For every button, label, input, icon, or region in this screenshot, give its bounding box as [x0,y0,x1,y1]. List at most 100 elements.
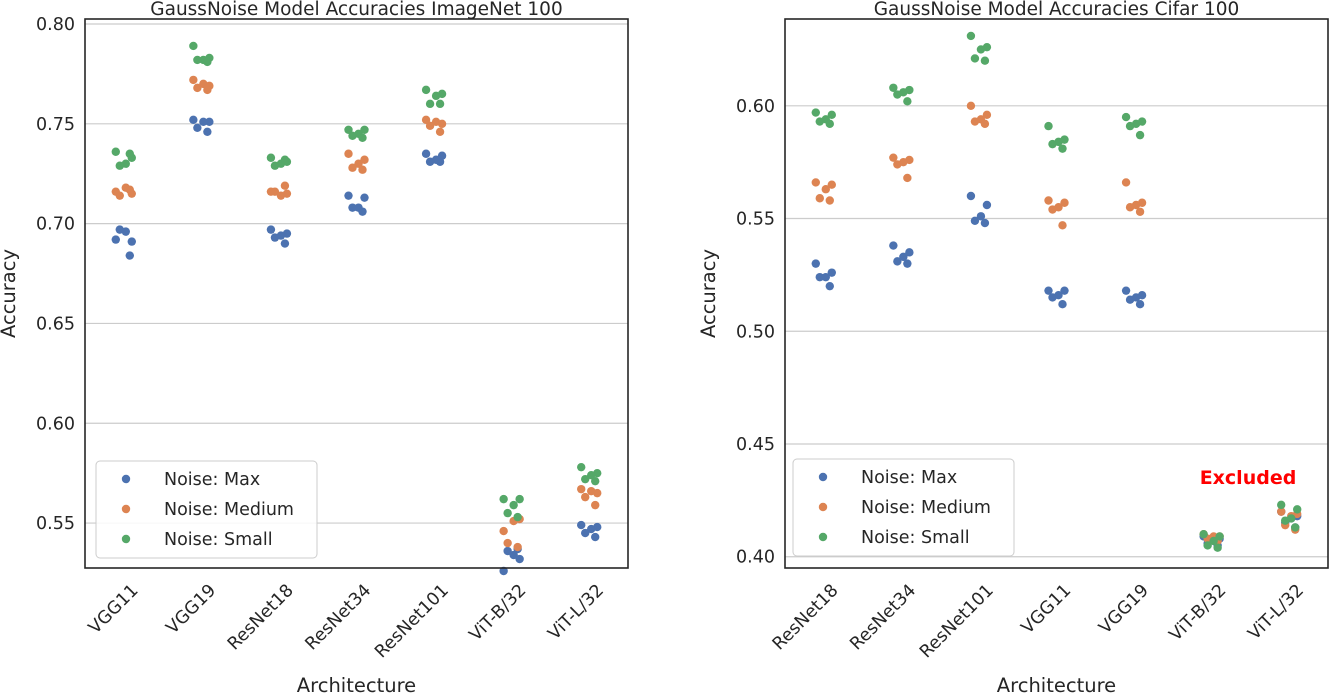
grid-lines [85,23,628,524]
data-point [435,127,445,136]
data-point [360,155,369,164]
data-point [435,157,445,166]
data-point [577,520,586,530]
data-point [354,159,363,168]
data-point [591,532,600,542]
data-point [270,233,280,242]
legend-marker [121,474,131,484]
y-tick-label: 0.60 [36,414,75,434]
data-point [513,512,522,522]
data-point [115,225,124,234]
data-point [513,542,522,552]
data-point [1293,505,1302,514]
data-point [1058,300,1067,309]
data-point [509,550,518,560]
data-point [111,235,120,244]
x-tick-label: ViT-L/32 [1245,581,1308,644]
chart-cifar: GaussNoise Model Accuracies Cifar 100 Ar… [697,0,1329,696]
data-point [903,173,912,183]
data-point [815,272,824,282]
data-point [431,117,441,127]
data-point [189,115,198,125]
y-tick-label: 0.45 [736,435,775,455]
data-point [421,115,431,125]
data-point [499,494,508,504]
data-point [821,185,830,194]
data-point [115,161,124,170]
data-point [889,153,898,162]
data-point [276,191,286,200]
data-point [515,554,524,564]
data-point [1135,300,1145,309]
data-point [815,194,824,203]
x-tick-label: ViT-B/32 [466,581,531,646]
data-point [348,131,357,140]
data-point [581,474,590,484]
data-point [503,546,512,556]
data-point [189,41,198,51]
x-tick-label: ResNet34 [846,581,920,655]
y-tick-label: 0.60 [736,97,775,117]
y-tick-label: 0.80 [36,15,75,35]
data-point [266,153,276,162]
data-point [581,528,590,538]
data-point [503,508,512,518]
data-point [1291,523,1300,532]
data-point [1044,196,1053,205]
data-point [1044,121,1053,131]
data-point [827,180,836,189]
data-point [591,476,600,486]
data-point [1060,286,1069,295]
data-point [825,196,834,205]
x-tick-label: ResNet101 [916,581,998,663]
y-tick-label: 0.50 [736,322,775,342]
legend-marker [818,472,828,482]
data-point [203,85,212,95]
data-point [966,101,976,111]
excluded-annotation: Excluded [1200,467,1297,489]
data-point [982,200,992,210]
data-point [1213,543,1222,552]
data-point [203,57,212,67]
y-tick-label: 0.55 [736,210,775,230]
data-point [587,524,596,534]
data-point [587,470,596,480]
data-point [982,110,992,120]
x-tick-label: VGG11 [1018,581,1076,639]
data-point [344,191,353,200]
data-point [825,281,834,291]
legend: Noise: Max Noise: Medium Noise: Small [792,458,1015,557]
data-point [811,178,820,187]
data-point [270,161,280,170]
data-point [1281,516,1290,525]
y-tick-label: 0.75 [36,115,75,135]
data-point [827,110,836,120]
data-point [1044,286,1053,295]
data-point [280,155,290,164]
x-axis-label: Architecture [297,674,416,696]
data-point [581,492,590,502]
x-axis-label: Architecture [997,674,1116,696]
data-point [893,90,902,99]
data-point [1060,198,1069,207]
data-point [344,149,353,158]
chart-imagenet: GaussNoise Model Accuracies ImageNet 100… [0,0,629,696]
data-point [193,123,202,133]
y-axis-label: Accuracy [0,249,20,338]
data-point [515,494,524,504]
legend-marker [121,534,131,544]
legend-marker [818,532,828,542]
data-point [421,85,431,95]
data-point [1125,203,1135,212]
legend-label: Noise: Medium [861,498,991,518]
data-point [425,157,435,166]
data-point [893,160,902,169]
data-point [889,83,898,92]
data-point [903,259,912,268]
data-points [811,31,1302,552]
data-point [193,83,202,93]
legend-label: Noise: Max [164,470,260,490]
